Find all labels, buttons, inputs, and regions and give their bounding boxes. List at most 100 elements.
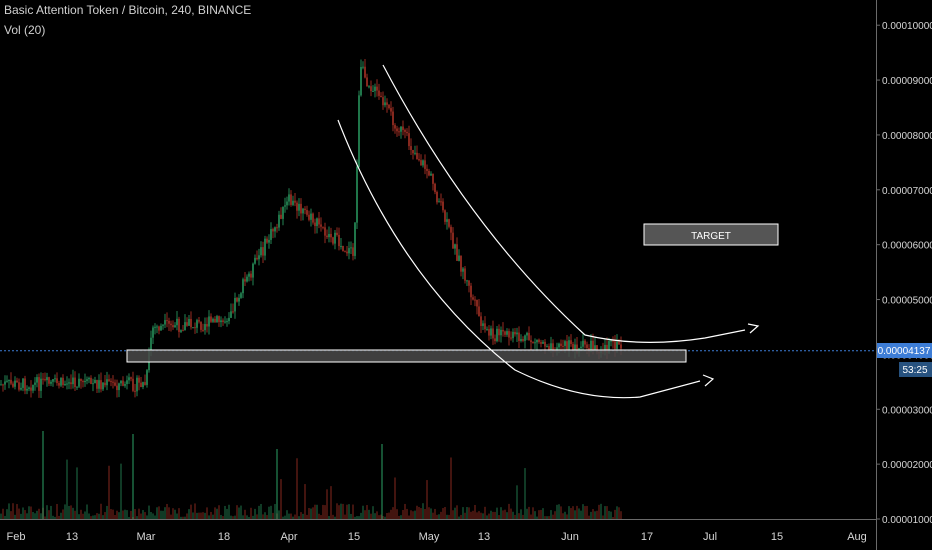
candle-body bbox=[110, 380, 112, 382]
volume-bar bbox=[394, 477, 396, 519]
candle-body bbox=[580, 346, 582, 349]
volume-bar bbox=[140, 513, 142, 519]
volume-bar bbox=[412, 511, 414, 519]
candle-body bbox=[86, 379, 88, 381]
volume-bar bbox=[466, 507, 468, 519]
volume-bar bbox=[594, 511, 596, 519]
candle-body bbox=[322, 226, 324, 228]
candle-body bbox=[214, 318, 216, 323]
volume-bar bbox=[538, 510, 540, 519]
candle-body bbox=[102, 382, 104, 390]
candle-body bbox=[448, 219, 450, 227]
candle-body bbox=[120, 380, 122, 384]
candle-body bbox=[512, 331, 514, 339]
volume-bar bbox=[608, 510, 610, 519]
volume-bar bbox=[250, 507, 252, 519]
volume-bar bbox=[254, 508, 256, 519]
volume-bar bbox=[528, 506, 530, 519]
volume-bar bbox=[84, 511, 86, 519]
volume-bar bbox=[56, 503, 58, 519]
candle-body bbox=[258, 255, 260, 260]
volume-bar bbox=[184, 516, 186, 519]
target-box[interactable] bbox=[643, 223, 779, 246]
x-tick-label: Mar bbox=[137, 531, 156, 543]
volume-bar bbox=[142, 510, 144, 519]
volume-bar bbox=[156, 507, 158, 519]
candle-body bbox=[96, 379, 98, 389]
candle-body bbox=[166, 320, 168, 322]
candle-body bbox=[176, 318, 178, 326]
volume-bar bbox=[444, 506, 446, 519]
candle-body bbox=[344, 251, 346, 253]
candle-body bbox=[432, 173, 434, 184]
volume-bar bbox=[70, 505, 72, 519]
candle-body bbox=[90, 377, 92, 384]
candle-body bbox=[422, 160, 424, 166]
candle-body bbox=[352, 247, 354, 256]
candle-body bbox=[216, 316, 218, 323]
volume-bar bbox=[20, 513, 22, 519]
candle-body bbox=[278, 214, 280, 228]
candle-body bbox=[30, 387, 32, 391]
candle-body bbox=[160, 325, 162, 331]
candle-body bbox=[524, 335, 526, 341]
volume-bar bbox=[464, 512, 466, 519]
volume-bar bbox=[398, 515, 400, 519]
volume-spike bbox=[42, 431, 44, 519]
candle-body bbox=[28, 387, 30, 389]
volume-bar bbox=[48, 510, 50, 519]
volume-bar bbox=[150, 511, 152, 519]
candle-body bbox=[284, 205, 286, 207]
candle-body bbox=[460, 255, 462, 272]
volume-bar bbox=[310, 508, 312, 519]
candle-body bbox=[300, 203, 302, 214]
candle-body bbox=[290, 194, 292, 205]
candle-body bbox=[410, 146, 412, 150]
candle-body bbox=[342, 245, 344, 252]
volume-bar bbox=[338, 505, 340, 519]
volume-bar bbox=[220, 514, 222, 519]
candle-body bbox=[276, 227, 278, 229]
candle-body bbox=[468, 280, 470, 286]
candle-body bbox=[188, 318, 190, 326]
candle-body bbox=[404, 129, 406, 132]
candle-body bbox=[58, 383, 60, 386]
candlesticks bbox=[0, 59, 622, 399]
volume-spike bbox=[132, 434, 134, 519]
volume-bar bbox=[322, 504, 324, 519]
candle-body bbox=[470, 285, 472, 298]
candle-body bbox=[608, 341, 610, 353]
volume-bar bbox=[596, 510, 598, 519]
candle-body bbox=[40, 378, 42, 391]
candle-body bbox=[16, 380, 18, 383]
volume-bar bbox=[462, 507, 464, 519]
candle-body bbox=[288, 194, 290, 202]
candle-body bbox=[472, 297, 474, 300]
candle-body bbox=[134, 390, 136, 392]
candle-body bbox=[280, 214, 282, 219]
candle-body bbox=[618, 341, 620, 345]
candle-body bbox=[520, 339, 522, 342]
candle-body bbox=[412, 149, 414, 154]
volume-bar bbox=[192, 512, 194, 519]
candle-body bbox=[334, 232, 336, 244]
candle-body bbox=[210, 316, 212, 322]
candle-body bbox=[308, 214, 310, 220]
volume-bar bbox=[204, 512, 206, 519]
volume-bar bbox=[280, 479, 282, 519]
volume-bar bbox=[362, 505, 364, 519]
volume-bar bbox=[566, 514, 568, 519]
candle-body bbox=[132, 378, 134, 391]
candle-body bbox=[70, 382, 72, 385]
x-tick-label: 13 bbox=[66, 531, 78, 543]
candle-body bbox=[74, 377, 76, 388]
volume-bar bbox=[440, 511, 442, 519]
candle-body bbox=[122, 380, 124, 386]
candle-body bbox=[516, 332, 518, 335]
volume-bar bbox=[428, 507, 430, 519]
candle-body bbox=[488, 329, 490, 336]
volume-bar bbox=[78, 514, 80, 519]
volume-bar bbox=[366, 505, 368, 519]
candle-body bbox=[486, 329, 488, 331]
